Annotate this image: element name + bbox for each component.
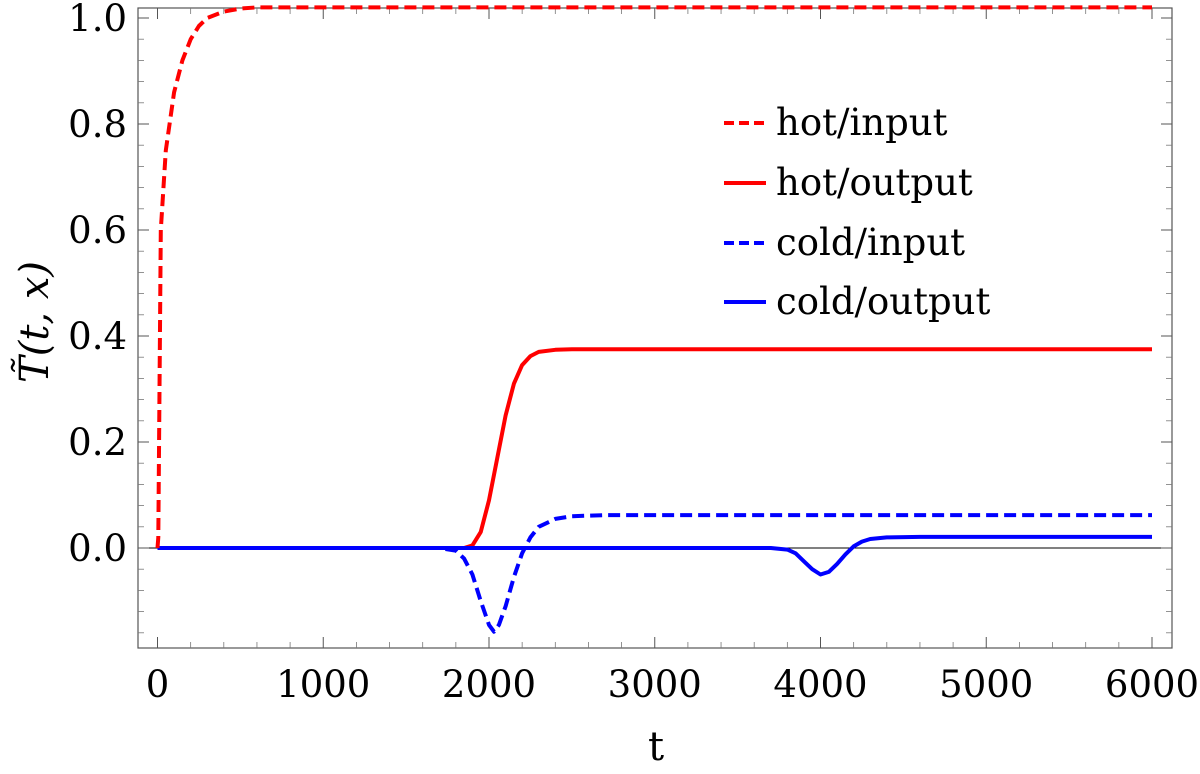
legend-label: cold/output — [776, 280, 990, 323]
x-tick-label: 4000 — [773, 663, 867, 706]
legend-label: hot/input — [776, 101, 948, 144]
x-tick-label: 6000 — [1105, 663, 1199, 706]
legend: hot/input hot/output cold/input cold/output — [724, 101, 990, 323]
x-tick-label: 3000 — [608, 663, 702, 706]
series-line-hot-output — [157, 347, 1152, 550]
y-tick-label: 1.0 — [68, 0, 127, 40]
legend-label: cold/input — [776, 221, 965, 264]
y-tick-label: 0.4 — [68, 315, 127, 358]
series-lines — [155, 5, 1152, 634]
axis-ticks: 0 1000 2000 3000 4000 5000 6000 0.0 0.2 0.4 0.6 0.8… — [68, 0, 1199, 706]
series-line-hot-input — [155, 5, 1152, 549]
y-tick-label: 0.0 — [68, 527, 127, 570]
y-tick-label: 0.8 — [68, 103, 127, 146]
legend-label: hot/output — [776, 161, 973, 204]
x-tick-label: 5000 — [939, 663, 1033, 706]
axes-frame — [137, 7, 1173, 649]
plot-frame — [137, 7, 1173, 649]
x-axis-title: t — [648, 724, 664, 770]
series-line-cold-input — [157, 513, 1152, 634]
x-tick-label: 2000 — [442, 663, 536, 706]
x-tick-label: 1000 — [276, 663, 370, 706]
series-line-cold-output — [157, 534, 1152, 577]
y-tick-label: 0.2 — [68, 421, 127, 464]
y-tick-label: 0.6 — [68, 209, 127, 252]
x-tick-label: 0 — [146, 663, 170, 706]
y-axis-title: T̃(t, x) — [11, 261, 58, 383]
